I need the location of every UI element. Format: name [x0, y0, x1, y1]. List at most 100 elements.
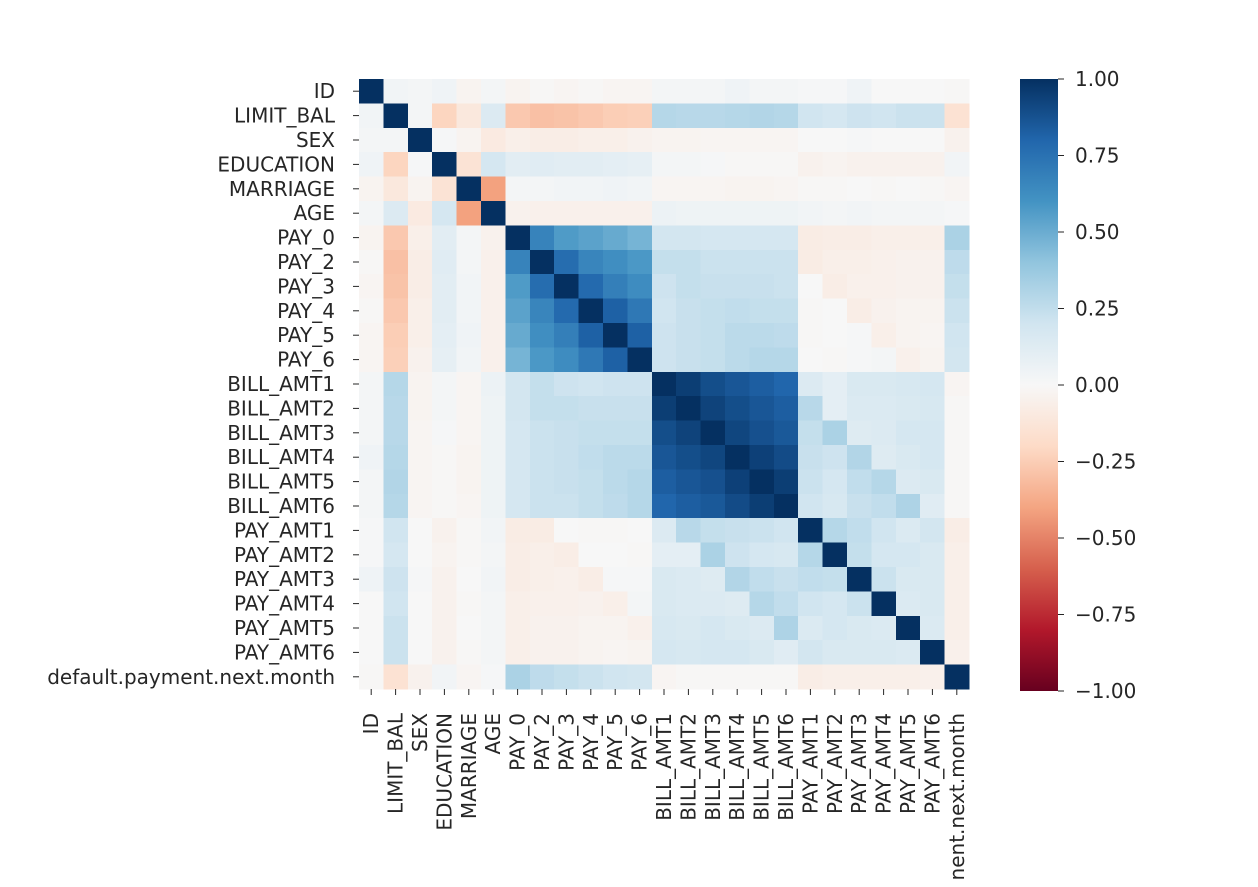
heatmap-cell: [798, 249, 824, 275]
heatmap-cell: [822, 127, 848, 153]
heatmap-cell: [432, 664, 458, 690]
heatmap-cell: [798, 396, 824, 422]
heatmap-cell: [627, 420, 653, 446]
y-tick-label: PAY_AMT5: [234, 616, 335, 640]
heatmap-cell: [822, 298, 848, 324]
heatmap-cell: [383, 274, 409, 300]
heatmap-cell: [578, 79, 604, 104]
colorbar-tick-label: 0.75: [1075, 144, 1120, 168]
heatmap-cell: [920, 591, 946, 617]
heatmap-cell: [944, 591, 970, 617]
x-tick-label: BILL_AMT5: [750, 713, 774, 821]
heatmap-cell: [847, 396, 872, 422]
heatmap-cell: [749, 298, 775, 324]
heatmap-cell: [798, 225, 824, 251]
heatmap-cell: [359, 371, 384, 397]
heatmap-cell: [773, 79, 799, 104]
heatmap-cell: [627, 591, 653, 617]
heatmap-cell: [603, 152, 628, 178]
heatmap-cell: [407, 152, 433, 178]
heatmap-cell: [603, 127, 628, 153]
heatmap-cell: [627, 274, 653, 300]
heatmap-cell: [481, 371, 506, 397]
heatmap-cell: [383, 469, 409, 495]
heatmap-cell: [505, 518, 531, 544]
heatmap-cell: [432, 469, 458, 495]
heatmap-cell: [505, 591, 531, 617]
heatmap-cell: [554, 640, 580, 666]
heatmap-cell: [920, 103, 946, 129]
heatmap-cell: [481, 201, 506, 226]
heatmap-cell: [578, 225, 604, 251]
heatmap-cell: [578, 615, 604, 641]
heatmap-cell: [725, 323, 750, 348]
heatmap-cell: [725, 420, 750, 446]
y-tick-label: BILL_AMT1: [227, 372, 335, 396]
x-tick-label: MARRIAGE: [457, 713, 481, 819]
heatmap-cell: [383, 79, 409, 104]
heatmap-cell: [749, 79, 775, 104]
heatmap-cell: [749, 518, 775, 544]
heatmap-cell: [603, 591, 628, 617]
heatmap-cell: [481, 79, 506, 104]
heatmap-cell: [895, 201, 921, 226]
heatmap-cell: [359, 103, 384, 129]
colorbar-tick-label: 0.50: [1075, 220, 1120, 244]
heatmap-cell: [481, 176, 506, 202]
heatmap-cell: [481, 518, 506, 544]
heatmap-cell: [554, 591, 580, 617]
heatmap-cell: [822, 371, 848, 397]
heatmap-cell: [944, 79, 970, 104]
heatmap-cell: [822, 591, 848, 617]
heatmap-cell: [676, 518, 702, 544]
heatmap-cell: [676, 274, 702, 300]
heatmap-cell: [407, 640, 433, 666]
heatmap-cell: [481, 420, 506, 446]
heatmap-cell: [603, 225, 628, 251]
heatmap-cell: [676, 225, 702, 251]
heatmap-cell: [700, 79, 726, 104]
heatmap-cell: [603, 323, 628, 348]
heatmap-cell: [847, 469, 872, 495]
heatmap-cell: [920, 176, 946, 202]
heatmap-cell: [529, 79, 555, 104]
heatmap-cell: [627, 396, 653, 422]
heatmap-cell: [773, 298, 799, 324]
heatmap-cell: [749, 469, 775, 495]
heatmap-cell: [627, 469, 653, 495]
heatmap-cell: [603, 518, 628, 544]
heatmap-cell: [481, 127, 506, 153]
heatmap-cell: [359, 323, 384, 348]
heatmap-cell: [822, 201, 848, 226]
heatmap-cell: [700, 176, 726, 202]
heatmap-cell: [725, 518, 750, 544]
heatmap-cell: [871, 542, 897, 568]
heatmap-cell: [407, 298, 433, 324]
heatmap-cell: [627, 225, 653, 251]
heatmap-cell: [749, 542, 775, 568]
heatmap-cell: [407, 323, 433, 348]
heatmap-cell: [749, 396, 775, 422]
heatmap-cell: [700, 664, 726, 690]
heatmap-cell: [798, 445, 824, 470]
heatmap-cell: [627, 201, 653, 226]
heatmap-cell: [529, 127, 555, 153]
heatmap-cell: [895, 176, 921, 202]
heatmap-cell: [871, 640, 897, 666]
heatmap-cell: [456, 615, 482, 641]
heatmap-cell: [871, 127, 897, 153]
y-tick-label: PAY_AMT6: [234, 640, 335, 664]
heatmap-cell: [651, 469, 677, 495]
heatmap-cell: [529, 103, 555, 129]
heatmap-cell: [578, 591, 604, 617]
heatmap-cell: [456, 103, 482, 129]
heatmap-cell: [383, 615, 409, 641]
heatmap-cell: [627, 103, 653, 129]
y-tick-label: PAY_6: [277, 348, 335, 372]
heatmap-cell: [505, 298, 531, 324]
heatmap-cell: [651, 347, 677, 373]
heatmap-cell: [944, 518, 970, 544]
heatmap-cell: [895, 371, 921, 397]
heatmap-cell: [798, 567, 824, 592]
heatmap-cell: [456, 347, 482, 373]
